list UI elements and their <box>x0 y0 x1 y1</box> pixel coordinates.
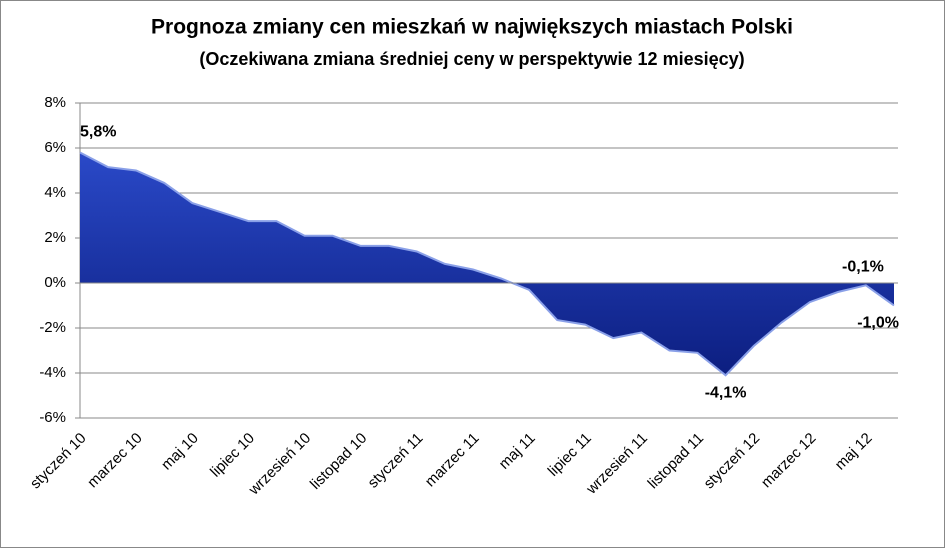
chart-title: Prognoza zmiany cen mieszkań w największ… <box>151 16 793 39</box>
y-tick-label: 8% <box>44 94 66 111</box>
y-tick-label: 0% <box>44 274 66 291</box>
y-tick-label: -2% <box>39 319 66 336</box>
data-label: -0,1% <box>842 258 884 275</box>
area-edge <box>79 151 895 377</box>
data-label: 5,8% <box>80 124 116 141</box>
y-tick-label: -4% <box>39 364 66 381</box>
y-tick-label: 6% <box>44 139 66 156</box>
y-tick-label: 2% <box>44 229 66 246</box>
data-label: -1,0% <box>857 315 899 332</box>
area <box>80 152 894 376</box>
data-label: -4,1% <box>705 384 747 401</box>
chart-subtitle: (Oczekiwana zmiana średniej ceny w persp… <box>199 49 744 69</box>
y-tick-label: 4% <box>44 184 66 201</box>
y-tick-label: -6% <box>39 409 66 426</box>
